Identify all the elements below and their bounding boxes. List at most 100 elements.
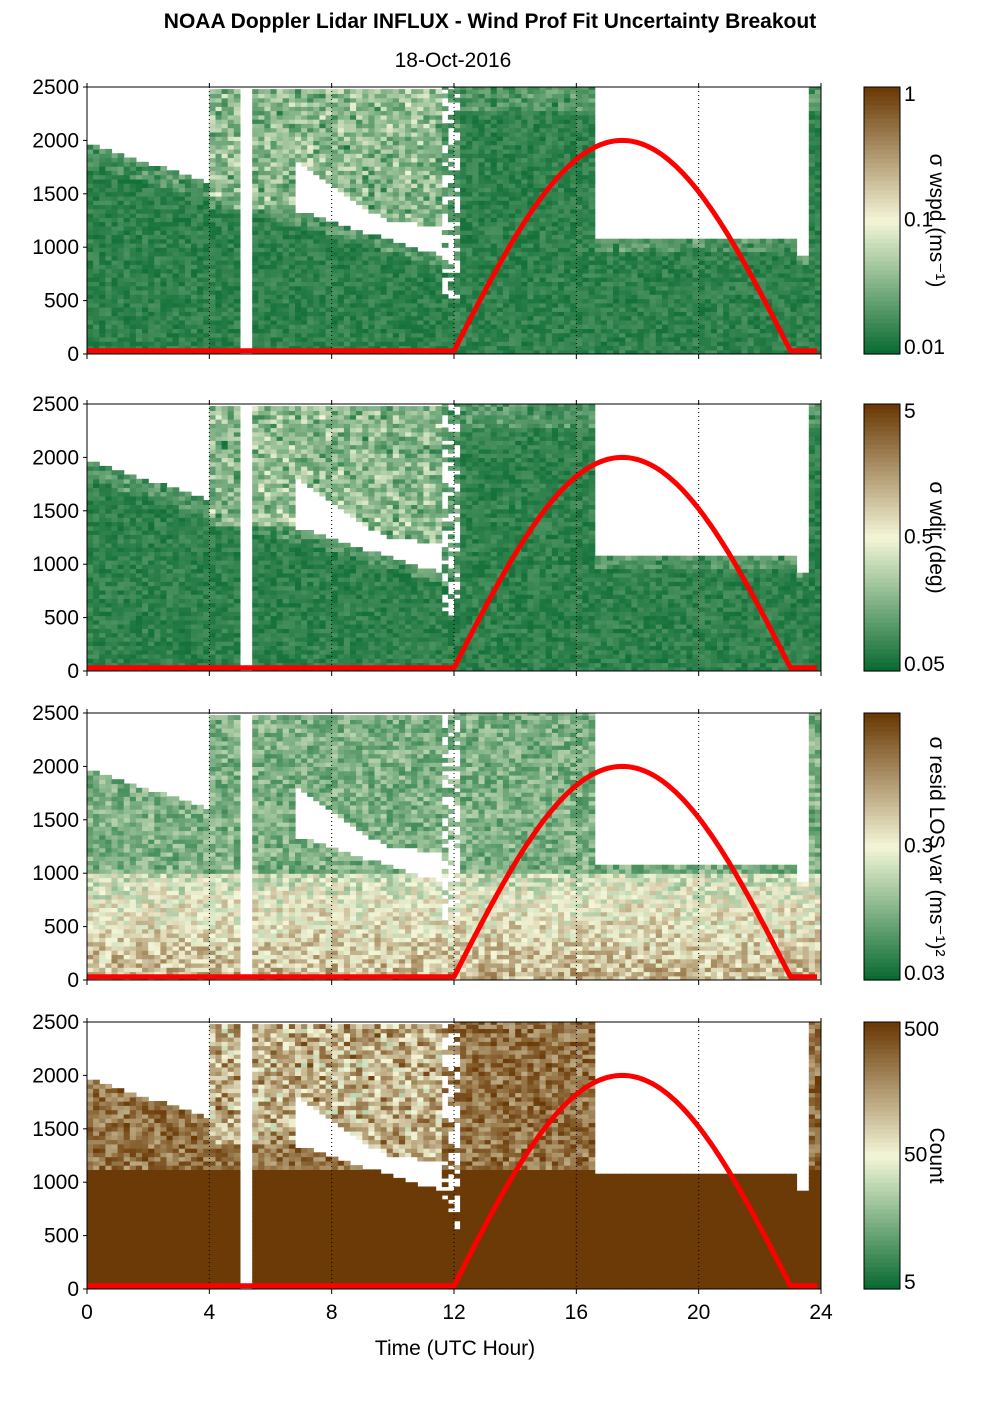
heatmap-cell xyxy=(356,144,363,150)
heatmap-cell xyxy=(521,93,528,99)
heatmap-cell xyxy=(643,238,651,244)
heatmap-cell xyxy=(203,307,210,312)
heatmap-cell xyxy=(362,161,369,167)
heatmap-cell xyxy=(637,294,645,300)
heatmap-cell xyxy=(637,255,645,261)
heatmap-cell xyxy=(496,311,504,317)
heatmap-cell xyxy=(142,161,149,167)
heatmap-cell xyxy=(258,247,265,253)
heatmap-cell xyxy=(606,238,614,244)
heatmap-cell xyxy=(502,93,510,99)
heatmap-cell xyxy=(166,234,174,240)
heatmap-cell xyxy=(343,264,351,270)
heatmap-cell xyxy=(466,341,473,347)
heatmap-cell xyxy=(386,324,394,329)
heatmap-cell xyxy=(295,242,302,248)
heatmap-cell xyxy=(533,191,541,197)
heatmap-cell xyxy=(258,191,265,197)
heatmap-cell xyxy=(148,170,155,176)
heatmap-cell xyxy=(209,136,216,141)
heatmap-cell xyxy=(435,302,443,308)
heatmap-cell xyxy=(319,93,327,99)
heatmap-cell xyxy=(197,238,204,244)
heatmap-cell xyxy=(386,328,394,334)
heatmap-cell xyxy=(686,268,694,274)
heatmap-cell xyxy=(319,234,327,240)
heatmap-cell xyxy=(380,102,388,107)
heatmap-cell xyxy=(472,97,479,103)
heatmap-cell xyxy=(680,264,687,270)
heatmap-cell xyxy=(154,302,161,308)
heatmap-cell xyxy=(582,315,590,321)
heatmap-cell xyxy=(307,336,314,342)
heatmap-cell xyxy=(405,140,412,146)
heatmap-cell xyxy=(148,324,155,329)
heatmap-cell xyxy=(117,268,125,274)
heatmap-cell xyxy=(582,311,590,317)
heatmap-cell xyxy=(637,251,645,257)
heatmap-cell xyxy=(178,260,186,265)
heatmap-cell xyxy=(356,195,363,201)
heatmap-cell xyxy=(435,106,443,112)
heatmap-cell xyxy=(99,302,106,308)
heatmap-cell xyxy=(398,264,406,270)
heatmap-cell xyxy=(509,89,516,94)
heatmap-cell xyxy=(411,281,418,287)
heatmap-cell xyxy=(515,161,522,167)
heatmap-cell xyxy=(295,311,302,317)
heatmap-cell xyxy=(454,183,461,188)
heatmap-cell xyxy=(662,298,669,304)
heatmap-cell xyxy=(478,208,486,214)
heatmap-cell xyxy=(643,242,651,248)
heatmap-cell xyxy=(429,161,437,167)
heatmap-cell xyxy=(264,106,272,112)
heatmap-cell xyxy=(435,294,443,300)
heatmap-cell xyxy=(551,153,559,159)
heatmap-cell xyxy=(252,324,259,329)
heatmap-cell xyxy=(447,311,455,317)
heatmap-cell xyxy=(509,298,516,304)
heatmap-cell xyxy=(313,110,320,116)
heatmap-cell xyxy=(509,289,516,295)
heatmap-cell xyxy=(368,157,376,163)
heatmap-cell xyxy=(539,183,547,188)
heatmap-cell xyxy=(588,204,596,210)
heatmap-cell xyxy=(386,307,394,312)
heatmap-cell xyxy=(227,119,235,124)
heatmap-cell xyxy=(490,264,498,270)
heatmap-cell xyxy=(704,315,712,321)
heatmap-cell xyxy=(435,114,443,120)
heatmap-cell xyxy=(496,230,504,235)
heatmap-cell xyxy=(380,157,388,163)
heatmap-cell xyxy=(166,225,174,231)
heatmap-cell xyxy=(233,225,241,231)
heatmap-cell xyxy=(405,264,412,270)
heatmap-cell xyxy=(515,332,522,338)
heatmap-cell xyxy=(362,195,369,201)
heatmap-cell xyxy=(203,268,210,274)
heatmap-cell xyxy=(154,315,161,321)
heatmap-cell xyxy=(111,289,119,295)
heatmap-cell xyxy=(270,178,278,184)
heatmap-cell xyxy=(496,183,504,188)
heatmap-cell xyxy=(386,311,394,317)
heatmap-cell xyxy=(331,307,339,312)
heatmap-cell xyxy=(502,161,510,167)
heatmap-cell xyxy=(368,298,376,304)
heatmap-cell xyxy=(496,272,504,278)
heatmap-cell xyxy=(417,221,424,227)
heatmap-cell xyxy=(172,264,180,270)
heatmap-cell xyxy=(558,131,565,137)
heatmap-cell xyxy=(350,187,357,193)
heatmap-cell xyxy=(307,285,314,291)
heatmap-cell xyxy=(258,345,265,351)
heatmap-cell xyxy=(184,285,192,291)
heatmap-cell xyxy=(288,136,296,141)
heatmap-cell xyxy=(282,119,290,124)
heatmap-cell xyxy=(87,315,94,321)
heatmap-cell xyxy=(227,221,235,227)
heatmap-cell xyxy=(93,166,100,171)
heatmap-cell xyxy=(588,166,596,171)
heatmap-cell xyxy=(490,191,498,197)
heatmap-cell xyxy=(674,242,681,248)
